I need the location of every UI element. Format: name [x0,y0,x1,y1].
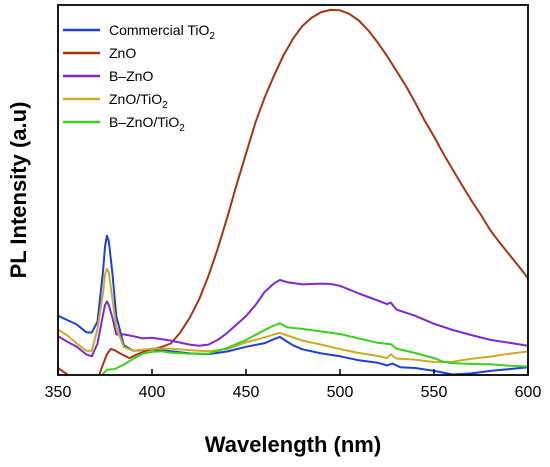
x-tick-label: 550 [421,384,448,401]
x-axis-ticks: 350 400 450 500 550 600 [45,369,542,401]
y-axis-title: PL Intensity (a.u) [6,102,31,279]
x-tick-label: 400 [139,384,166,401]
legend-label-4: B–ZnO/TiO2 [109,114,185,134]
series-line-4 [100,322,528,375]
legend-label-1: ZnO [109,45,136,61]
x-axis-title: Wavelength (nm) [205,432,381,457]
x-tick-label: 500 [327,384,354,401]
legend: Commercial TiO2 ZnO B–ZnO ZnO/TiO2 B–ZnO/TiO… [63,22,215,134]
legend-label-0: Commercial TiO2 [109,22,215,42]
series-line-3 [58,267,528,364]
legend-label-3: ZnO/TiO2 [109,91,168,111]
series-line-0 [58,234,528,375]
x-tick-label: 600 [515,384,542,401]
series-line-1 [58,8,528,375]
x-tick-label: 350 [45,384,72,401]
series-layer [58,8,528,375]
legend-label-2: B–ZnO [109,68,153,84]
plot-frame [57,4,529,376]
series-line-2 [58,279,528,358]
x-tick-label: 450 [233,384,260,401]
